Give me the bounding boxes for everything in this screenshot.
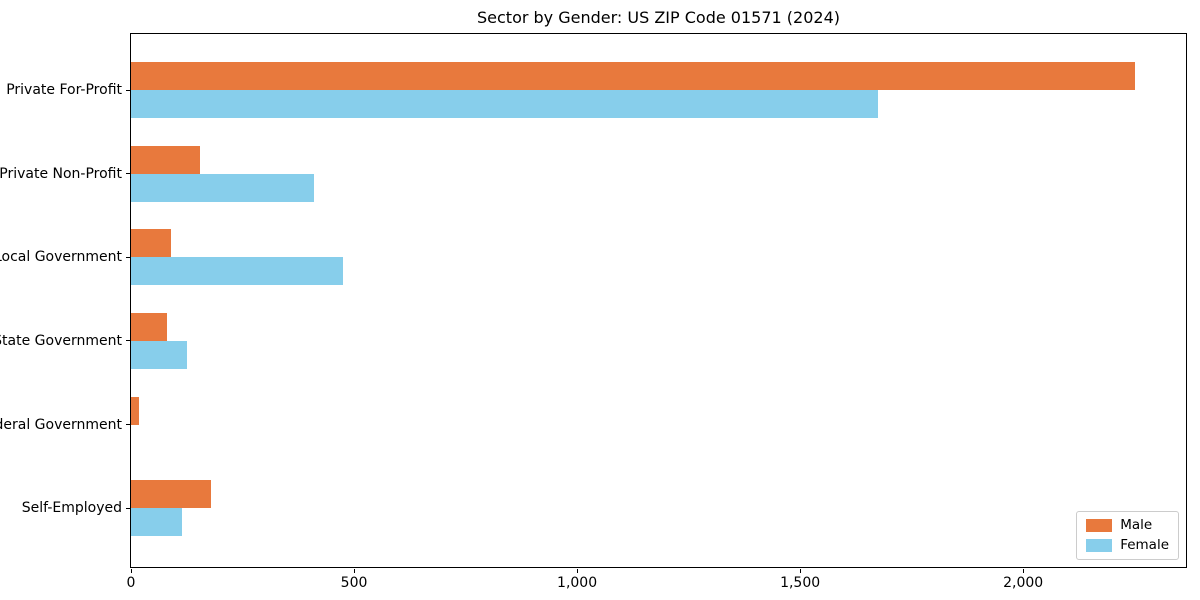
y-axis-label-self-employed: Self-Employed <box>21 500 122 517</box>
plot-area: Male Female Private For-Profit Private No… <box>0 33 1187 591</box>
bar-female-local-government <box>131 257 343 286</box>
y-axis-label-private-for-profit: Private For-Profit <box>6 82 122 98</box>
bar-female-private-non-profit <box>131 173 314 202</box>
y-tick-mark <box>126 256 130 258</box>
legend-swatch-female <box>1086 539 1113 552</box>
bar-male-federal-government <box>131 396 140 425</box>
legend-swatch-male <box>1086 519 1113 532</box>
legend-entry-male: Male <box>1086 518 1169 533</box>
bar-male-private-for-profit <box>131 62 1135 90</box>
x-tick-label: 2,000 <box>1003 575 1044 591</box>
y-tick-mark <box>126 173 130 175</box>
x-tick-mark <box>1023 569 1025 573</box>
y-axis-label-federal-government: Federal Government <box>0 416 122 433</box>
bar-male-local-government <box>131 229 172 258</box>
legend-label-male: Male <box>1120 517 1153 533</box>
bar-female-private-for-profit <box>131 90 879 118</box>
x-tick-mark <box>354 569 356 573</box>
y-tick-mark <box>126 340 130 342</box>
x-tick-label: 1,000 <box>557 575 598 591</box>
bar-female-self-employed <box>131 508 183 537</box>
bar-female-state-government <box>131 340 187 369</box>
x-tick-label: 1,500 <box>780 575 821 591</box>
bar-male-private-non-profit <box>131 145 201 174</box>
x-tick-mark <box>131 569 132 573</box>
x-tick-mark <box>577 569 579 573</box>
y-tick-mark <box>126 89 130 91</box>
y-axis-label-state-government: State Government <box>0 332 122 349</box>
y-axis-label-private-non-profit: Private Non-Profit <box>0 165 122 182</box>
y-tick-mark <box>126 507 130 509</box>
chart-title: Sector by Gender: US ZIP Code 01571 (202… <box>477 8 840 27</box>
x-tick-label: 0 <box>126 575 136 591</box>
legend-label-female: Female <box>1120 537 1169 553</box>
legend: Male Female <box>1076 511 1179 560</box>
x-tick-mark <box>800 569 802 573</box>
legend-entry-female: Female <box>1086 538 1169 553</box>
bar-male-self-employed <box>131 480 212 509</box>
y-tick-mark <box>126 424 130 426</box>
y-axis-label-local-government: Local Government <box>0 249 122 266</box>
x-tick-label: 500 <box>340 575 368 591</box>
bar-male-state-government <box>131 312 167 341</box>
